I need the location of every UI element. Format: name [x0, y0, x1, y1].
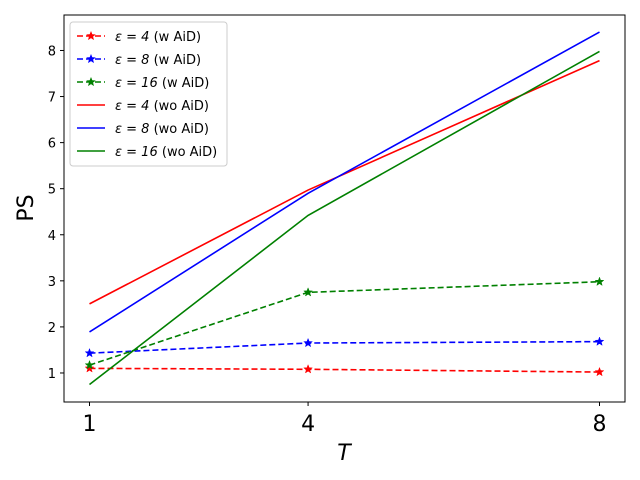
legend-entry: ε = 8 (w AiD)	[77, 53, 201, 68]
plot-frame	[63, 14, 626, 403]
legend-entry: ε = 4 (w AiD)	[77, 30, 201, 45]
legend-entry: ε = 8 (wo AiD)	[77, 122, 209, 137]
y-axis-label: PS	[14, 194, 39, 221]
data-point	[594, 336, 605, 346]
data-point	[303, 364, 314, 374]
y-tick-label: 8	[48, 44, 56, 59]
data-point	[84, 347, 95, 358]
series-0	[84, 363, 605, 377]
series-line	[89, 31, 600, 333]
legend-label: ε = 16 (w AiD)	[115, 76, 209, 91]
legend-marker	[86, 30, 96, 41]
series-4	[89, 31, 600, 333]
legend-label: ε = 4 (w AiD)	[115, 30, 201, 45]
legend-entry: ε = 16 (w AiD)	[77, 76, 209, 91]
legend-label: ε = 16 (wo AiD)	[115, 145, 217, 160]
x-axis-label: T	[337, 441, 352, 466]
legend-box	[69, 21, 228, 167]
y-tick-label: 6	[48, 137, 56, 152]
series-5	[89, 50, 600, 386]
y-tick-label: 7	[48, 91, 56, 106]
series-line	[89, 59, 600, 305]
legend-marker	[86, 76, 96, 87]
data-point	[594, 366, 605, 377]
y-tick-label: 5	[48, 183, 56, 198]
data-point	[84, 359, 95, 370]
legend: ε = 4 (w AiD) ε = 8 (w AiD) ε = 16 (w AiD)…	[69, 21, 228, 167]
data-point	[594, 276, 605, 286]
x-tick-label: 4	[301, 412, 315, 437]
series-layer	[84, 31, 605, 386]
data-point	[84, 363, 95, 373]
legend-entry: ε = 4 (wo AiD)	[77, 99, 209, 114]
series-line	[89, 50, 600, 386]
x-tick-label: 1	[83, 412, 97, 437]
data-point	[303, 337, 314, 348]
y-tick-label: 2	[48, 321, 56, 336]
series-3	[89, 59, 600, 305]
y-tick-label: 1	[48, 367, 56, 382]
legend-entry: ε = 16 (wo AiD)	[77, 145, 217, 160]
y-tick-label: 4	[48, 229, 56, 244]
series-2	[84, 276, 605, 370]
series-1	[84, 336, 605, 358]
legend-label: ε = 4 (wo AiD)	[115, 99, 209, 114]
data-point	[303, 287, 314, 297]
legend-label: ε = 8 (wo AiD)	[115, 122, 209, 137]
legend-label: ε = 8 (w AiD)	[115, 53, 201, 68]
legend-marker	[86, 53, 96, 64]
y-tick-label: 3	[48, 275, 56, 290]
x-tick-label: 8	[593, 412, 607, 437]
